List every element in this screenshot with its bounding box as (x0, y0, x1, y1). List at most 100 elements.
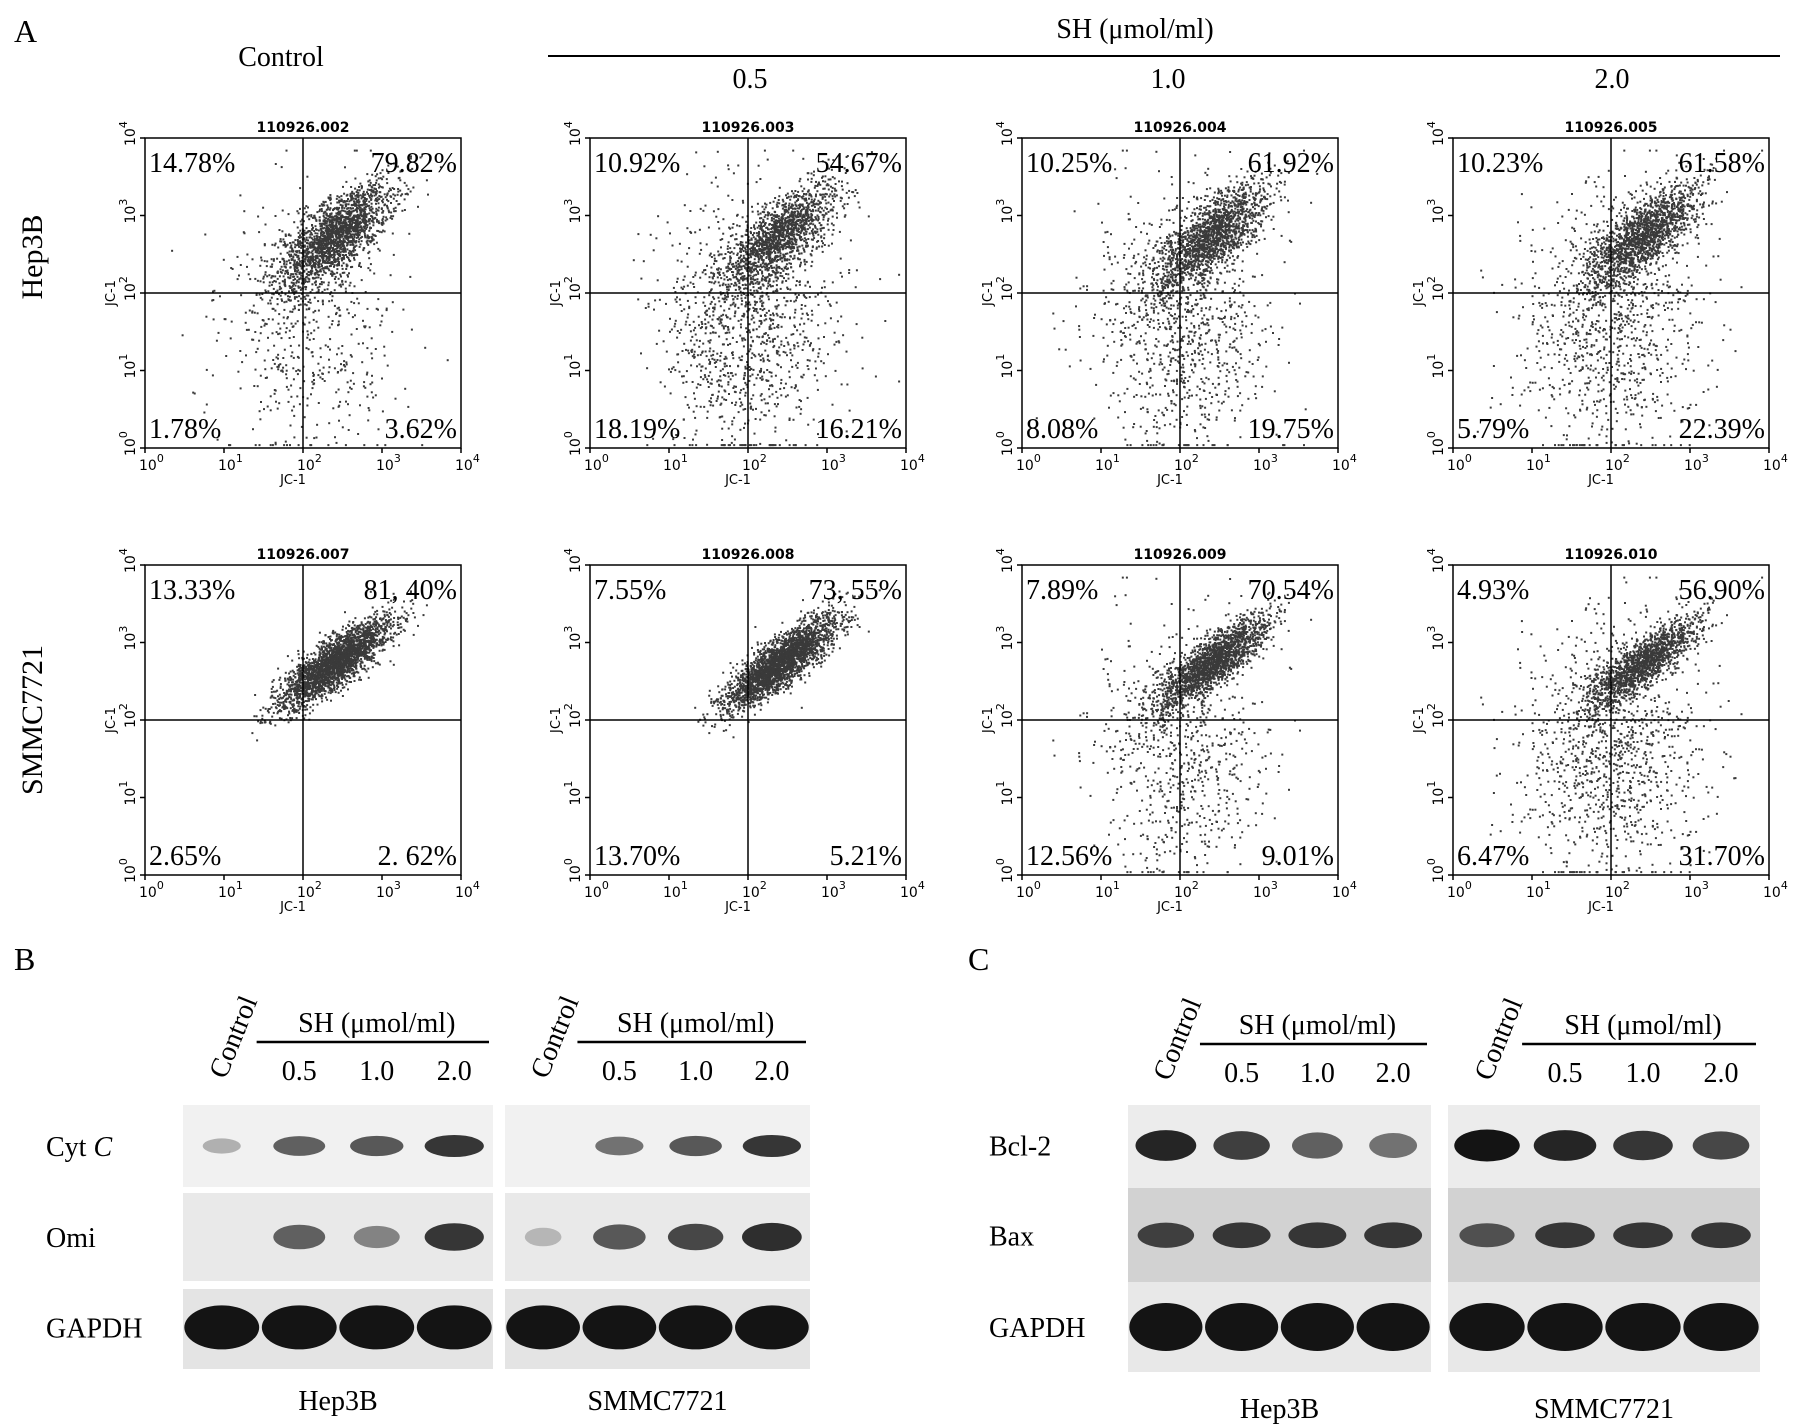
scatter-dot (321, 300, 324, 303)
scatter-dot (680, 328, 683, 331)
scatter-dot (794, 203, 797, 206)
scatter-dot (679, 304, 682, 306)
scatter-dot (812, 418, 815, 421)
scatter-dot (333, 255, 336, 258)
scatter-dot (725, 364, 728, 367)
scatter-dot (744, 267, 747, 270)
scatter-dot (384, 444, 387, 447)
scatter-dot (711, 357, 714, 360)
scatter-dot (342, 262, 345, 265)
scatter-dot (785, 232, 788, 235)
scatter-dot (817, 203, 820, 206)
scatter-dot (292, 273, 294, 276)
scatter-dot (388, 187, 391, 190)
scatter-dot (252, 304, 255, 307)
scatter-dot (712, 404, 715, 407)
scatter-dot (351, 316, 354, 319)
scatter-dot (792, 418, 795, 421)
scatter-dot (336, 268, 339, 271)
scatter-dot (854, 286, 857, 289)
scatter-dot (356, 233, 359, 236)
scatter-dot (255, 294, 258, 296)
scatter-dot (800, 252, 803, 255)
scatter-dot (337, 277, 340, 280)
scatter-dot (748, 329, 751, 332)
scatter-dot (323, 380, 326, 382)
scatter-dot (772, 338, 775, 341)
scatter-dot (721, 238, 724, 241)
scatter-dot (289, 234, 292, 237)
scatter-dot (382, 215, 385, 218)
scatter-dot (273, 392, 276, 395)
scatter-dot (715, 360, 718, 363)
scatter-dot (362, 319, 364, 322)
scatter-dot (407, 405, 410, 408)
scatter-dot (793, 218, 796, 221)
scatter-dot (778, 346, 781, 349)
scatter-dot (296, 226, 299, 229)
scatter-dot (831, 403, 834, 406)
scatter-dot (737, 411, 740, 414)
scatter-dot (257, 215, 260, 218)
scatter-dot (783, 212, 786, 215)
scatter-dot (289, 344, 292, 347)
scatter-dot (383, 204, 386, 207)
scatter-dot (287, 388, 290, 391)
scatter-dot (751, 314, 754, 317)
scatter-dot (335, 216, 338, 219)
scatter-dot (813, 230, 816, 233)
scatter-dot (746, 331, 749, 333)
scatter-dot (362, 218, 365, 221)
scatter-dot (319, 356, 322, 359)
scatter-dot (248, 309, 251, 312)
scatter-dot (765, 203, 768, 206)
scatter-dot (380, 221, 383, 224)
control-column-label: Control (238, 42, 324, 73)
scatter-dot (343, 207, 346, 210)
scatter-dot (347, 203, 350, 206)
scatter-dot (833, 177, 836, 180)
scatter-dot (753, 274, 756, 277)
scatter-dot (821, 207, 823, 210)
scatter-dot (816, 185, 819, 187)
scatter-dot (331, 239, 334, 242)
scatter-dot (694, 296, 697, 299)
scatter-dot (803, 250, 806, 253)
scatter-dot (341, 233, 344, 236)
scatter-dot (763, 208, 766, 211)
scatter-dot (785, 268, 788, 271)
scatter-dot (361, 235, 364, 238)
scatter-dot (345, 244, 348, 247)
scatter-dot (379, 177, 382, 180)
scatter-dot (271, 243, 274, 246)
scatter-dot (758, 257, 761, 260)
scatter-dot (848, 189, 851, 192)
scatter-dot (359, 225, 362, 228)
scatter-dot (352, 200, 355, 203)
scatter-dot (404, 193, 407, 196)
scatter-dot (795, 240, 798, 243)
scatter-dot (752, 306, 755, 309)
scatter-dot (325, 251, 328, 254)
scatter-dot (279, 363, 282, 366)
scatter-dot (656, 279, 659, 282)
scatter-dot (787, 241, 790, 244)
scatter-dot (773, 244, 776, 247)
scatter-dot (283, 262, 286, 265)
scatter-dot (278, 332, 281, 335)
scatter-dot (705, 243, 708, 246)
scatter-dot (326, 249, 329, 251)
scatter-dot (297, 444, 300, 447)
scatter-dot (755, 328, 758, 331)
scatter-dot (341, 235, 344, 238)
scatter-dot (349, 281, 352, 284)
scatter-dot (735, 238, 738, 241)
scatter-dot (721, 439, 724, 441)
scatter-dot (793, 194, 796, 197)
scatter-dot (727, 168, 730, 171)
scatter-dot (760, 342, 763, 345)
scatter-dot (787, 204, 790, 207)
scatter-dot (699, 207, 702, 210)
scatter-dot (757, 213, 760, 216)
scatter-dot (307, 252, 310, 255)
